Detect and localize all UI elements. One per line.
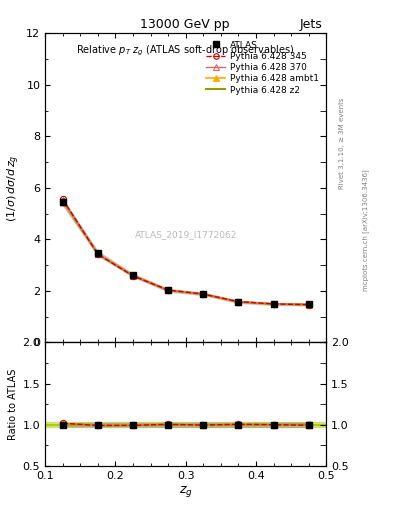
Text: ATLAS_2019_I1772062: ATLAS_2019_I1772062 [134,230,237,239]
Legend: ATLAS, Pythia 6.428 345, Pythia 6.428 370, Pythia 6.428 ambt1, Pythia 6.428 z2: ATLAS, Pythia 6.428 345, Pythia 6.428 37… [203,38,322,97]
Y-axis label: Ratio to ATLAS: Ratio to ATLAS [8,369,18,440]
Text: Relative $p_T$ $z_g$ (ATLAS soft-drop observables): Relative $p_T$ $z_g$ (ATLAS soft-drop ob… [77,44,295,58]
Text: mcplots.cern.ch [arXiv:1306.3436]: mcplots.cern.ch [arXiv:1306.3436] [362,169,369,291]
Text: 13000 GeV pp: 13000 GeV pp [140,18,230,31]
X-axis label: $z_g$: $z_g$ [179,483,193,499]
Y-axis label: $(1/\sigma)\, d\sigma/d\, z_g$: $(1/\sigma)\, d\sigma/d\, z_g$ [6,154,22,222]
Text: Jets: Jets [299,18,322,31]
Text: Rivet 3.1.10, ≥ 3M events: Rivet 3.1.10, ≥ 3M events [339,98,345,189]
